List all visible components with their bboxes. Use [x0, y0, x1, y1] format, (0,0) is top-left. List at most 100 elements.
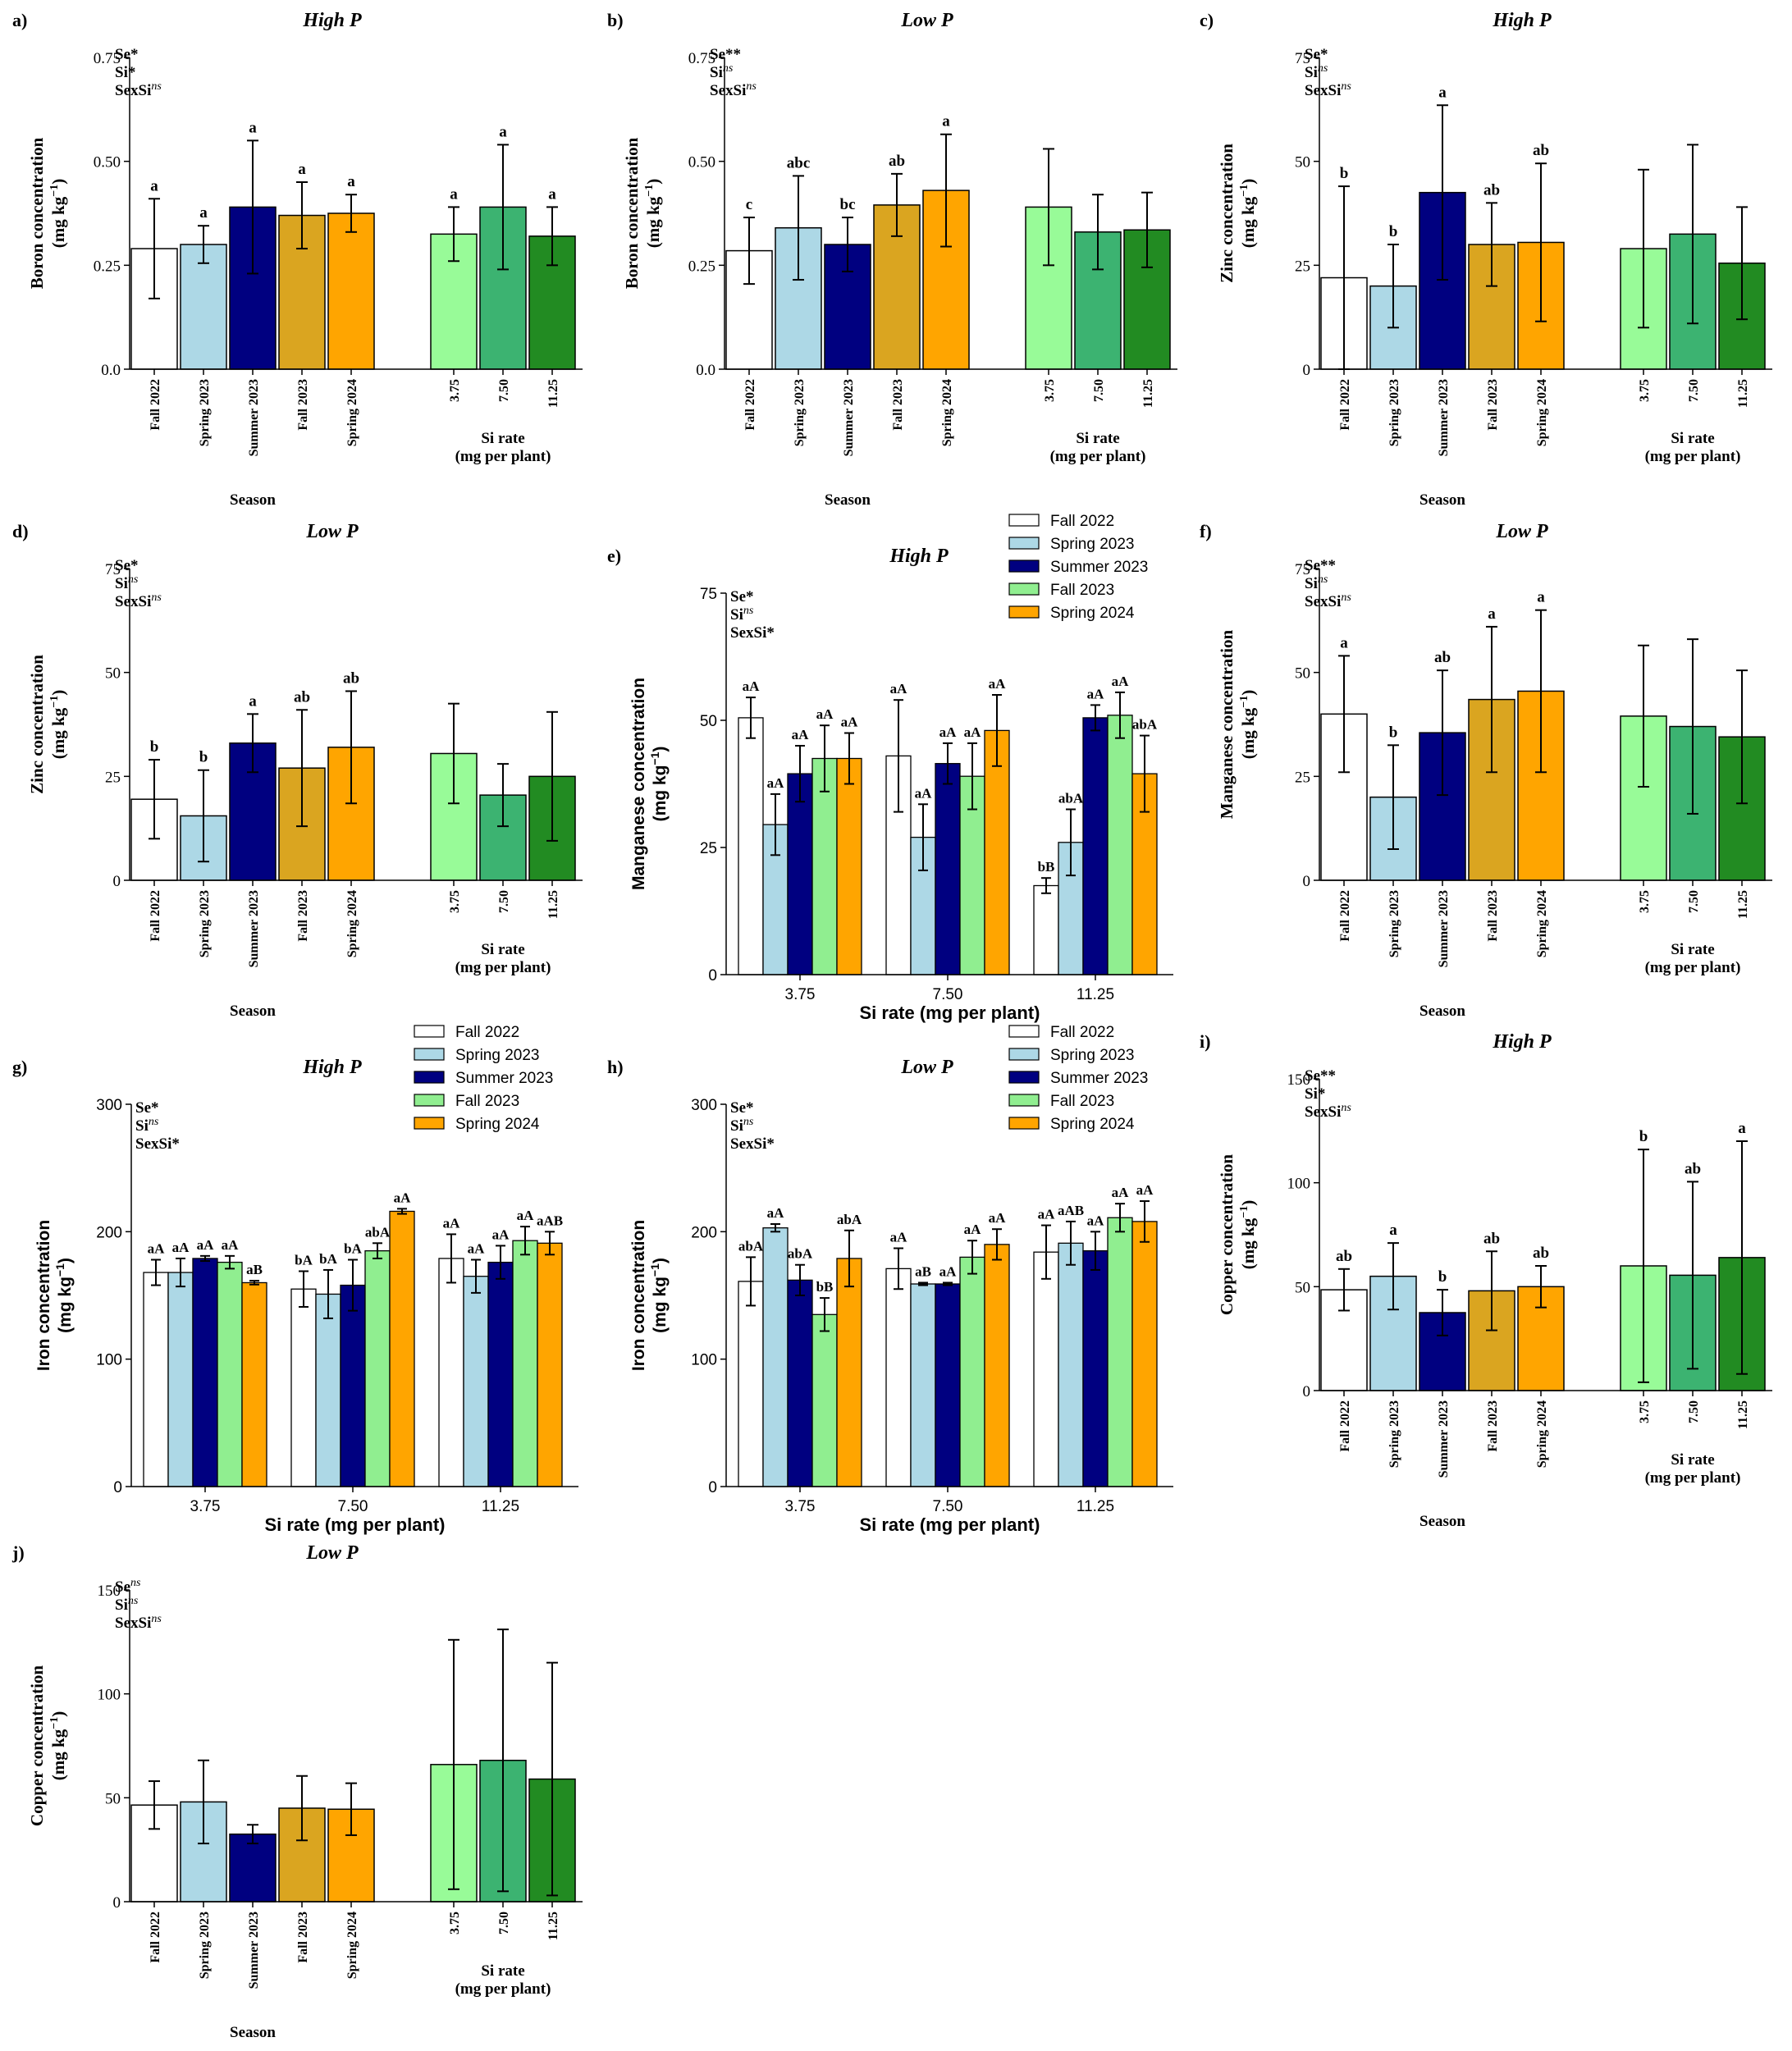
- significance-letter: aA: [964, 724, 982, 740]
- y-tick-label: 0.50: [688, 154, 715, 171]
- significance-letter: aA: [1038, 1207, 1056, 1222]
- y-axis-label: Iron concentration (mg kg−1): [34, 1220, 75, 1371]
- significance-letter: aA: [197, 1237, 215, 1253]
- x-tick-label: Summer 2023: [842, 379, 856, 456]
- x-tick-label: Spring 2023: [793, 379, 807, 446]
- y-axis-label-line1: Iron concentration: [629, 1220, 648, 1371]
- si-rate-label: Si rate: [481, 1962, 524, 1980]
- x-tick-label: 7.50: [1092, 379, 1106, 402]
- significance-letter: aA: [989, 1210, 1007, 1226]
- significance-letter: aA: [222, 1237, 240, 1253]
- x-tick-label: 11.25: [546, 379, 560, 408]
- significance-letter: a: [1438, 84, 1447, 101]
- y-axis-label-superscript: −1: [48, 185, 61, 197]
- si-rate-label: Si rate: [1671, 1451, 1714, 1469]
- stat-factor: Si: [710, 64, 723, 81]
- panel-title: Low P: [1495, 521, 1548, 542]
- bar: [290, 1288, 317, 1487]
- bar: [910, 1283, 936, 1487]
- x-axis-label: Season: [230, 491, 276, 509]
- significance-letter: a: [1389, 1222, 1397, 1239]
- stat-annotation: Sins: [1305, 573, 1328, 592]
- x-tick-label: 3.75: [1638, 890, 1652, 913]
- y-tick-label: 75: [700, 586, 717, 603]
- legend-label: Summer 2023: [1050, 1070, 1148, 1087]
- bar: [315, 1293, 341, 1487]
- x-tick-label: Spring 2024: [345, 890, 359, 957]
- bar: [1082, 717, 1109, 975]
- significance-letter: aA: [394, 1190, 412, 1205]
- y-axis-label-close: ): [651, 1258, 670, 1263]
- legend-label: Summer 2023: [455, 1070, 553, 1087]
- bar: [738, 1281, 764, 1487]
- x-tick-label: 3.75: [448, 890, 462, 913]
- significance-letter: aA: [841, 715, 859, 730]
- bar: [463, 1276, 489, 1487]
- x-tick-label: Summer 2023: [1437, 1400, 1451, 1478]
- si-rate-units: (mg per plant): [1050, 448, 1146, 465]
- bar: [984, 1244, 1010, 1487]
- significance-letter: aA: [148, 1241, 166, 1257]
- stat-superscript: ns: [743, 605, 754, 617]
- panel-title: High P: [1492, 10, 1552, 31]
- y-tick-label: 0: [708, 1479, 717, 1496]
- x-tick-label: Spring 2023: [198, 379, 212, 446]
- stat-annotation: SexSins: [710, 80, 757, 99]
- x-tick-label: 7.50: [1687, 1400, 1701, 1423]
- stat-significance: *: [1320, 46, 1328, 63]
- x-tick-label: Spring 2023: [1387, 379, 1401, 446]
- legend-swatch: [414, 1071, 445, 1084]
- x-axis-label: Si rate (mg per plant): [859, 1003, 1040, 1023]
- x-tick-label: 11.25: [482, 1498, 519, 1515]
- y-tick-label: 50: [105, 665, 121, 683]
- panel-label: f): [1200, 521, 1212, 541]
- si-rate-units: (mg per plant): [1645, 1469, 1741, 1487]
- bar: [885, 1268, 912, 1487]
- y-axis-label-close: ): [1238, 1200, 1258, 1206]
- stat-annotation: Sins: [730, 1116, 754, 1135]
- y-axis-label-superscript: −1: [1238, 1206, 1250, 1218]
- legend-swatch: [1008, 537, 1040, 550]
- y-axis-label-superscript: −1: [648, 1263, 661, 1277]
- x-tick-label: 7.50: [1687, 379, 1701, 402]
- stat-annotation: Sins: [115, 1595, 139, 1614]
- y-tick-label: 100: [691, 1352, 717, 1369]
- x-axis-label: Season: [1419, 1513, 1465, 1530]
- significance-letter: aB: [246, 1262, 263, 1277]
- x-tick-label: Fall 2022: [149, 379, 162, 431]
- y-tick-label: 75: [105, 561, 121, 578]
- legend-label: Fall 2023: [455, 1093, 519, 1110]
- stat-significance: **: [725, 46, 741, 63]
- stat-factor: Si: [730, 1117, 743, 1135]
- y-axis-label: Zinc concentration(mg kg−1): [27, 655, 68, 794]
- stat-superscript: ns: [1318, 573, 1328, 586]
- significance-letter: abc: [787, 154, 811, 171]
- stat-factor: SexSi: [1305, 1103, 1341, 1121]
- si-rate-label: Si rate: [481, 941, 524, 958]
- stat-factor: Si: [1305, 64, 1318, 81]
- significance-letter: b: [199, 749, 208, 766]
- x-axis-label: Season: [1419, 1003, 1465, 1020]
- legend-swatch: [414, 1048, 445, 1061]
- significance-letter: aA: [792, 727, 810, 742]
- significance-letter: a: [1488, 605, 1496, 623]
- stat-significance: *: [128, 64, 136, 81]
- y-axis-label-superscript: −1: [643, 185, 656, 197]
- y-axis-label-superscript: −1: [48, 696, 61, 708]
- x-tick-label: Fall 2022: [149, 1912, 162, 1963]
- y-axis-label-close: ): [48, 1711, 68, 1717]
- panel-label: j): [11, 1542, 25, 1563]
- stat-factor: Se: [115, 1578, 130, 1596]
- panel-label: a): [12, 10, 27, 30]
- significance-letter: ab: [1434, 649, 1451, 666]
- y-tick-label: 200: [691, 1224, 717, 1241]
- significance-letter: aA: [172, 1240, 190, 1255]
- y-tick-label: 50: [1295, 1279, 1310, 1296]
- stat-annotation: SexSins: [1305, 80, 1351, 99]
- y-axis-label: Copper concentration(mg kg−1): [27, 1665, 68, 1826]
- bar: [984, 729, 1010, 975]
- y-tick-label: 100: [96, 1352, 122, 1369]
- stat-factor: SexSi: [1305, 593, 1341, 610]
- si-rate-units: (mg per plant): [455, 448, 551, 465]
